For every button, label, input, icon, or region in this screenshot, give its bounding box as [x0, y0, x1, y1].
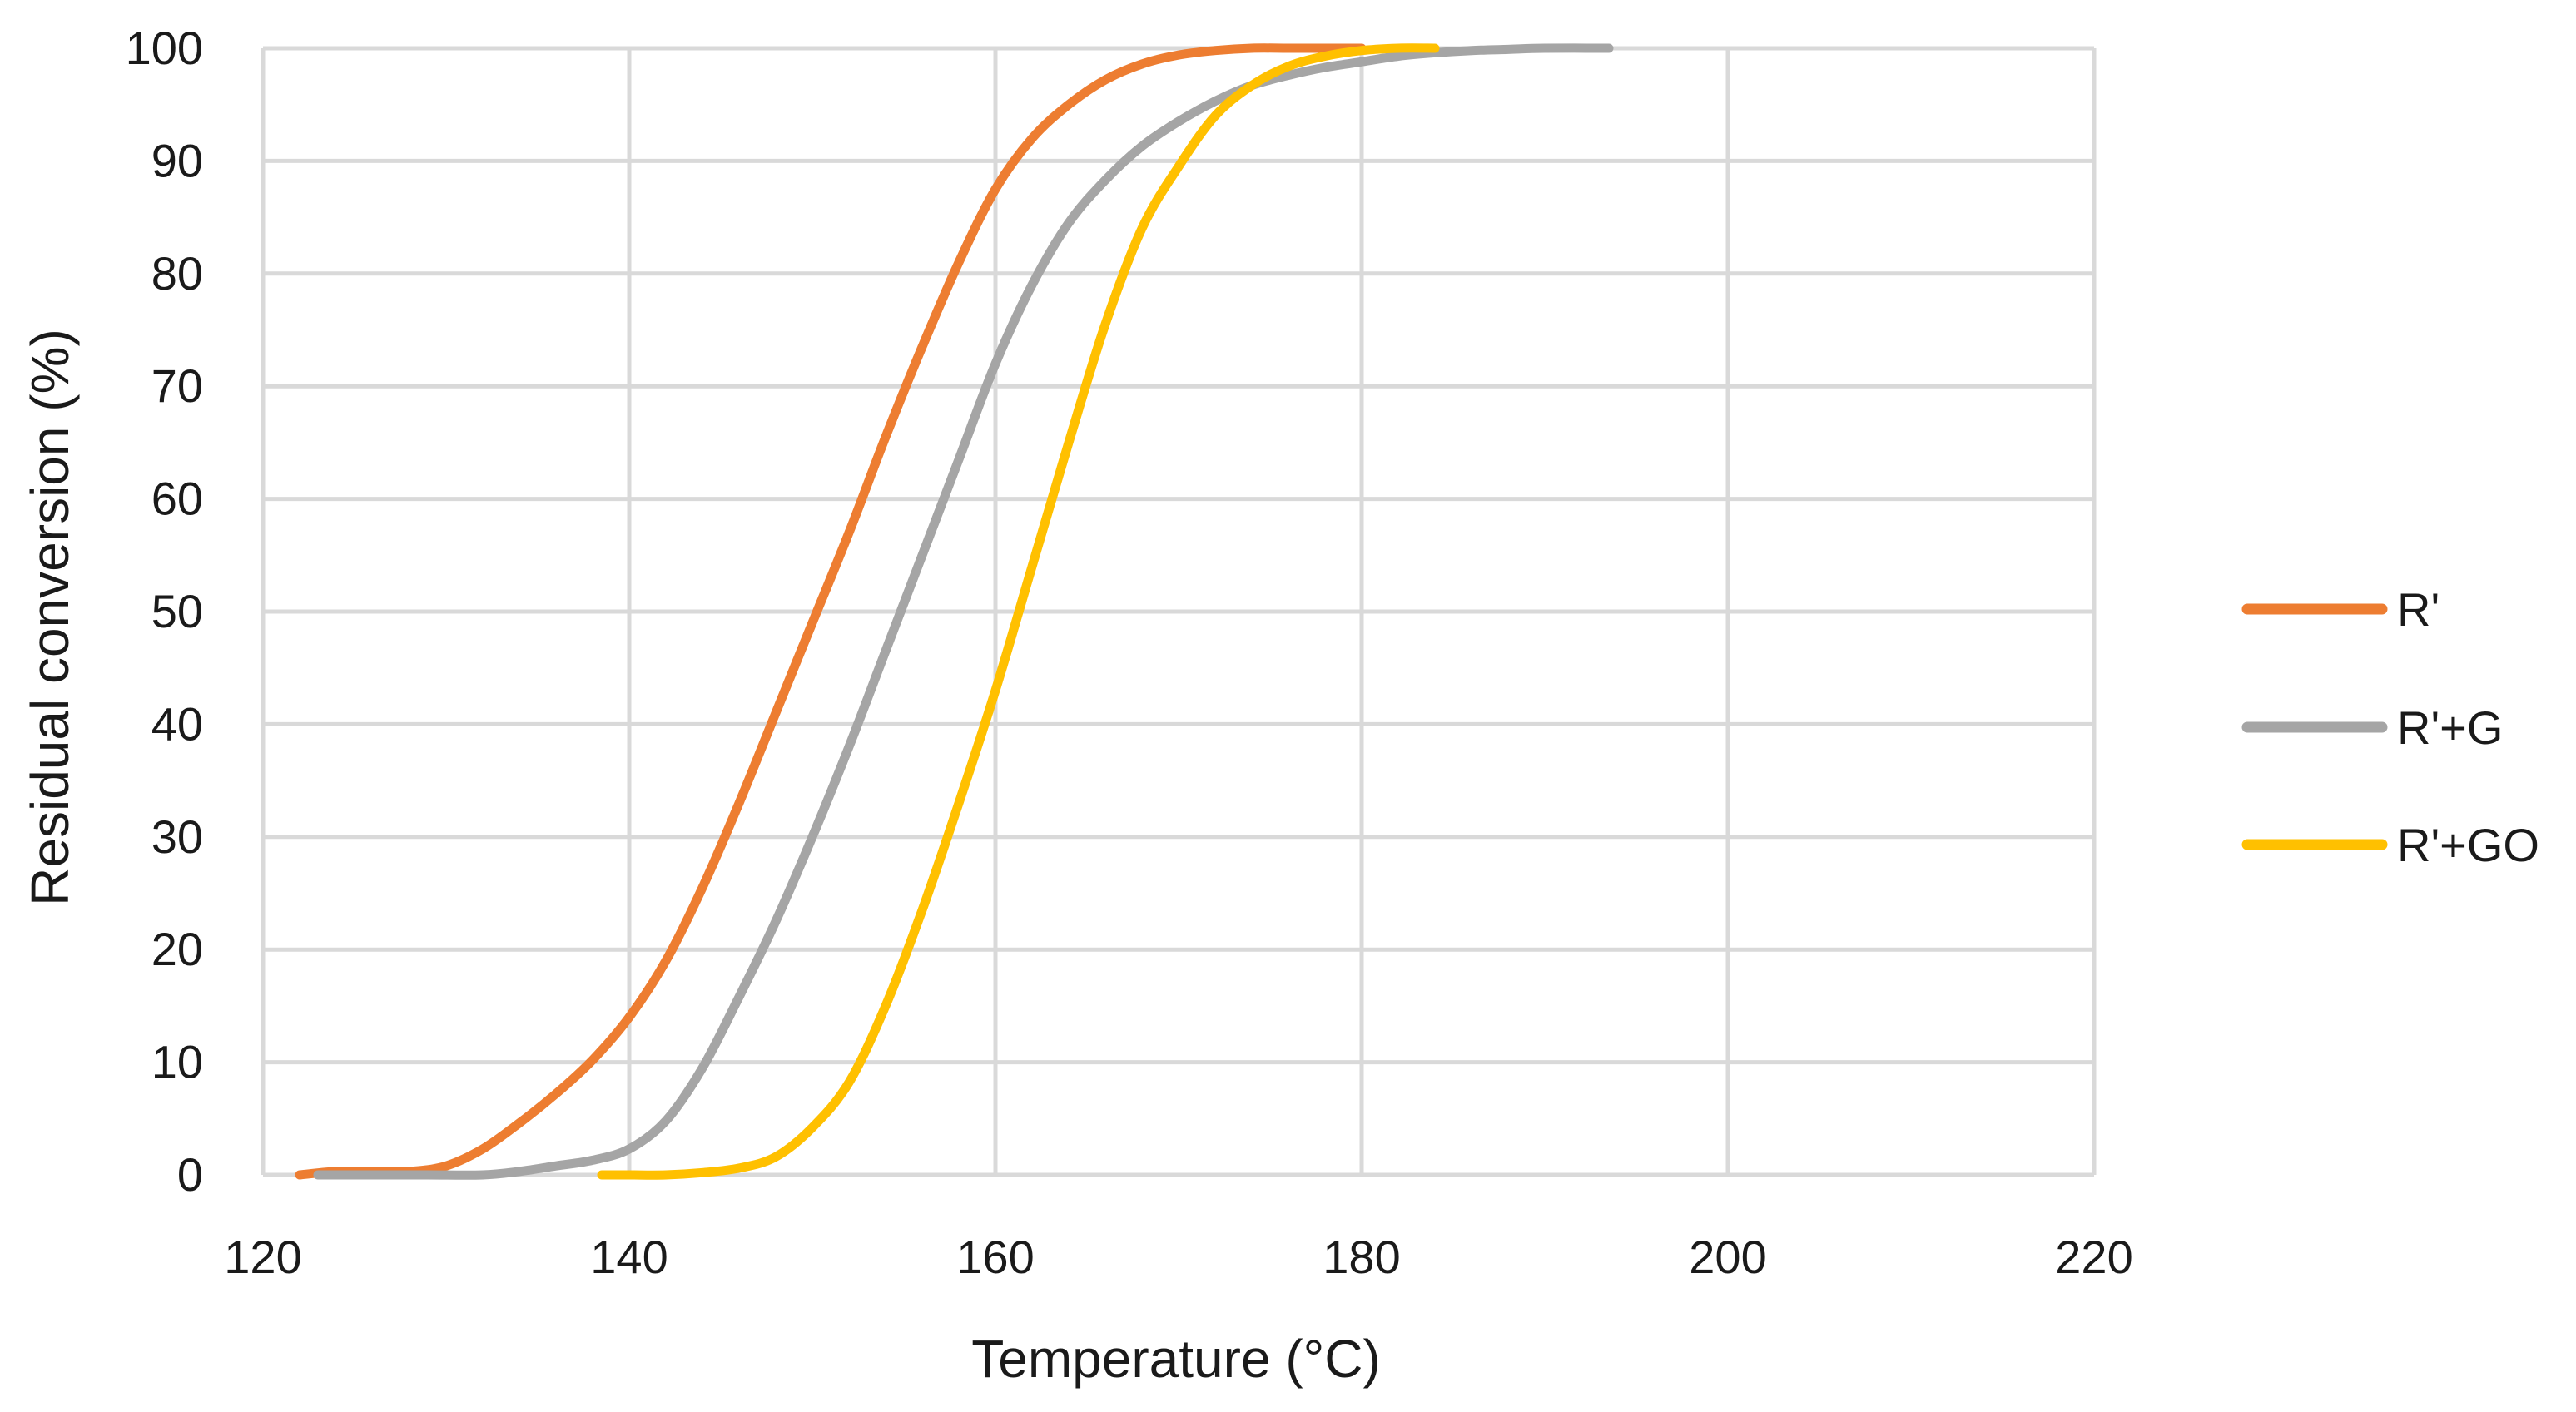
axis-ticks: 0 10 20 30 40 50 60 70 80 90 100 120 140 160 180 200 220 — [126, 22, 2133, 1283]
series-line-r-prime-go — [597, 43, 1440, 1180]
y-tick-label: 90 — [151, 134, 203, 186]
y-tick-label: 50 — [151, 585, 203, 637]
y-tick-label: 80 — [151, 247, 203, 300]
x-tick-label: 120 — [224, 1231, 301, 1283]
legend-label-r-prime-g: R'+G — [2397, 701, 2503, 754]
x-tick-label: 180 — [1323, 1231, 1400, 1283]
y-tick-label: 40 — [151, 697, 203, 750]
series-line-r-prime-g — [313, 43, 1614, 1180]
series-lines — [295, 43, 1614, 1180]
y-tick-label: 100 — [126, 22, 203, 74]
y-tick-label: 10 — [151, 1036, 203, 1088]
y-tick-label: 70 — [151, 359, 203, 412]
y-tick-label: 20 — [151, 923, 203, 975]
legend-label-r-prime: R' — [2397, 583, 2440, 636]
x-axis-title: Temperature (°C) — [971, 1329, 1381, 1389]
legend: R' R'+G R'+GO — [2241, 583, 2539, 871]
y-axis-title: Residual conversion (%) — [20, 329, 80, 906]
gridlines — [261, 46, 2097, 1177]
y-tick-label: 30 — [151, 810, 203, 863]
y-tick-label: 60 — [151, 473, 203, 525]
x-tick-label: 200 — [1689, 1231, 1766, 1283]
x-tick-label: 220 — [2055, 1231, 2132, 1283]
x-tick-label: 160 — [956, 1231, 1034, 1283]
legend-label-r-prime-go: R'+GO — [2397, 819, 2539, 871]
y-tick-label: 0 — [177, 1148, 203, 1201]
x-tick-label: 140 — [590, 1231, 668, 1283]
series-line-r-prime — [295, 43, 1367, 1180]
